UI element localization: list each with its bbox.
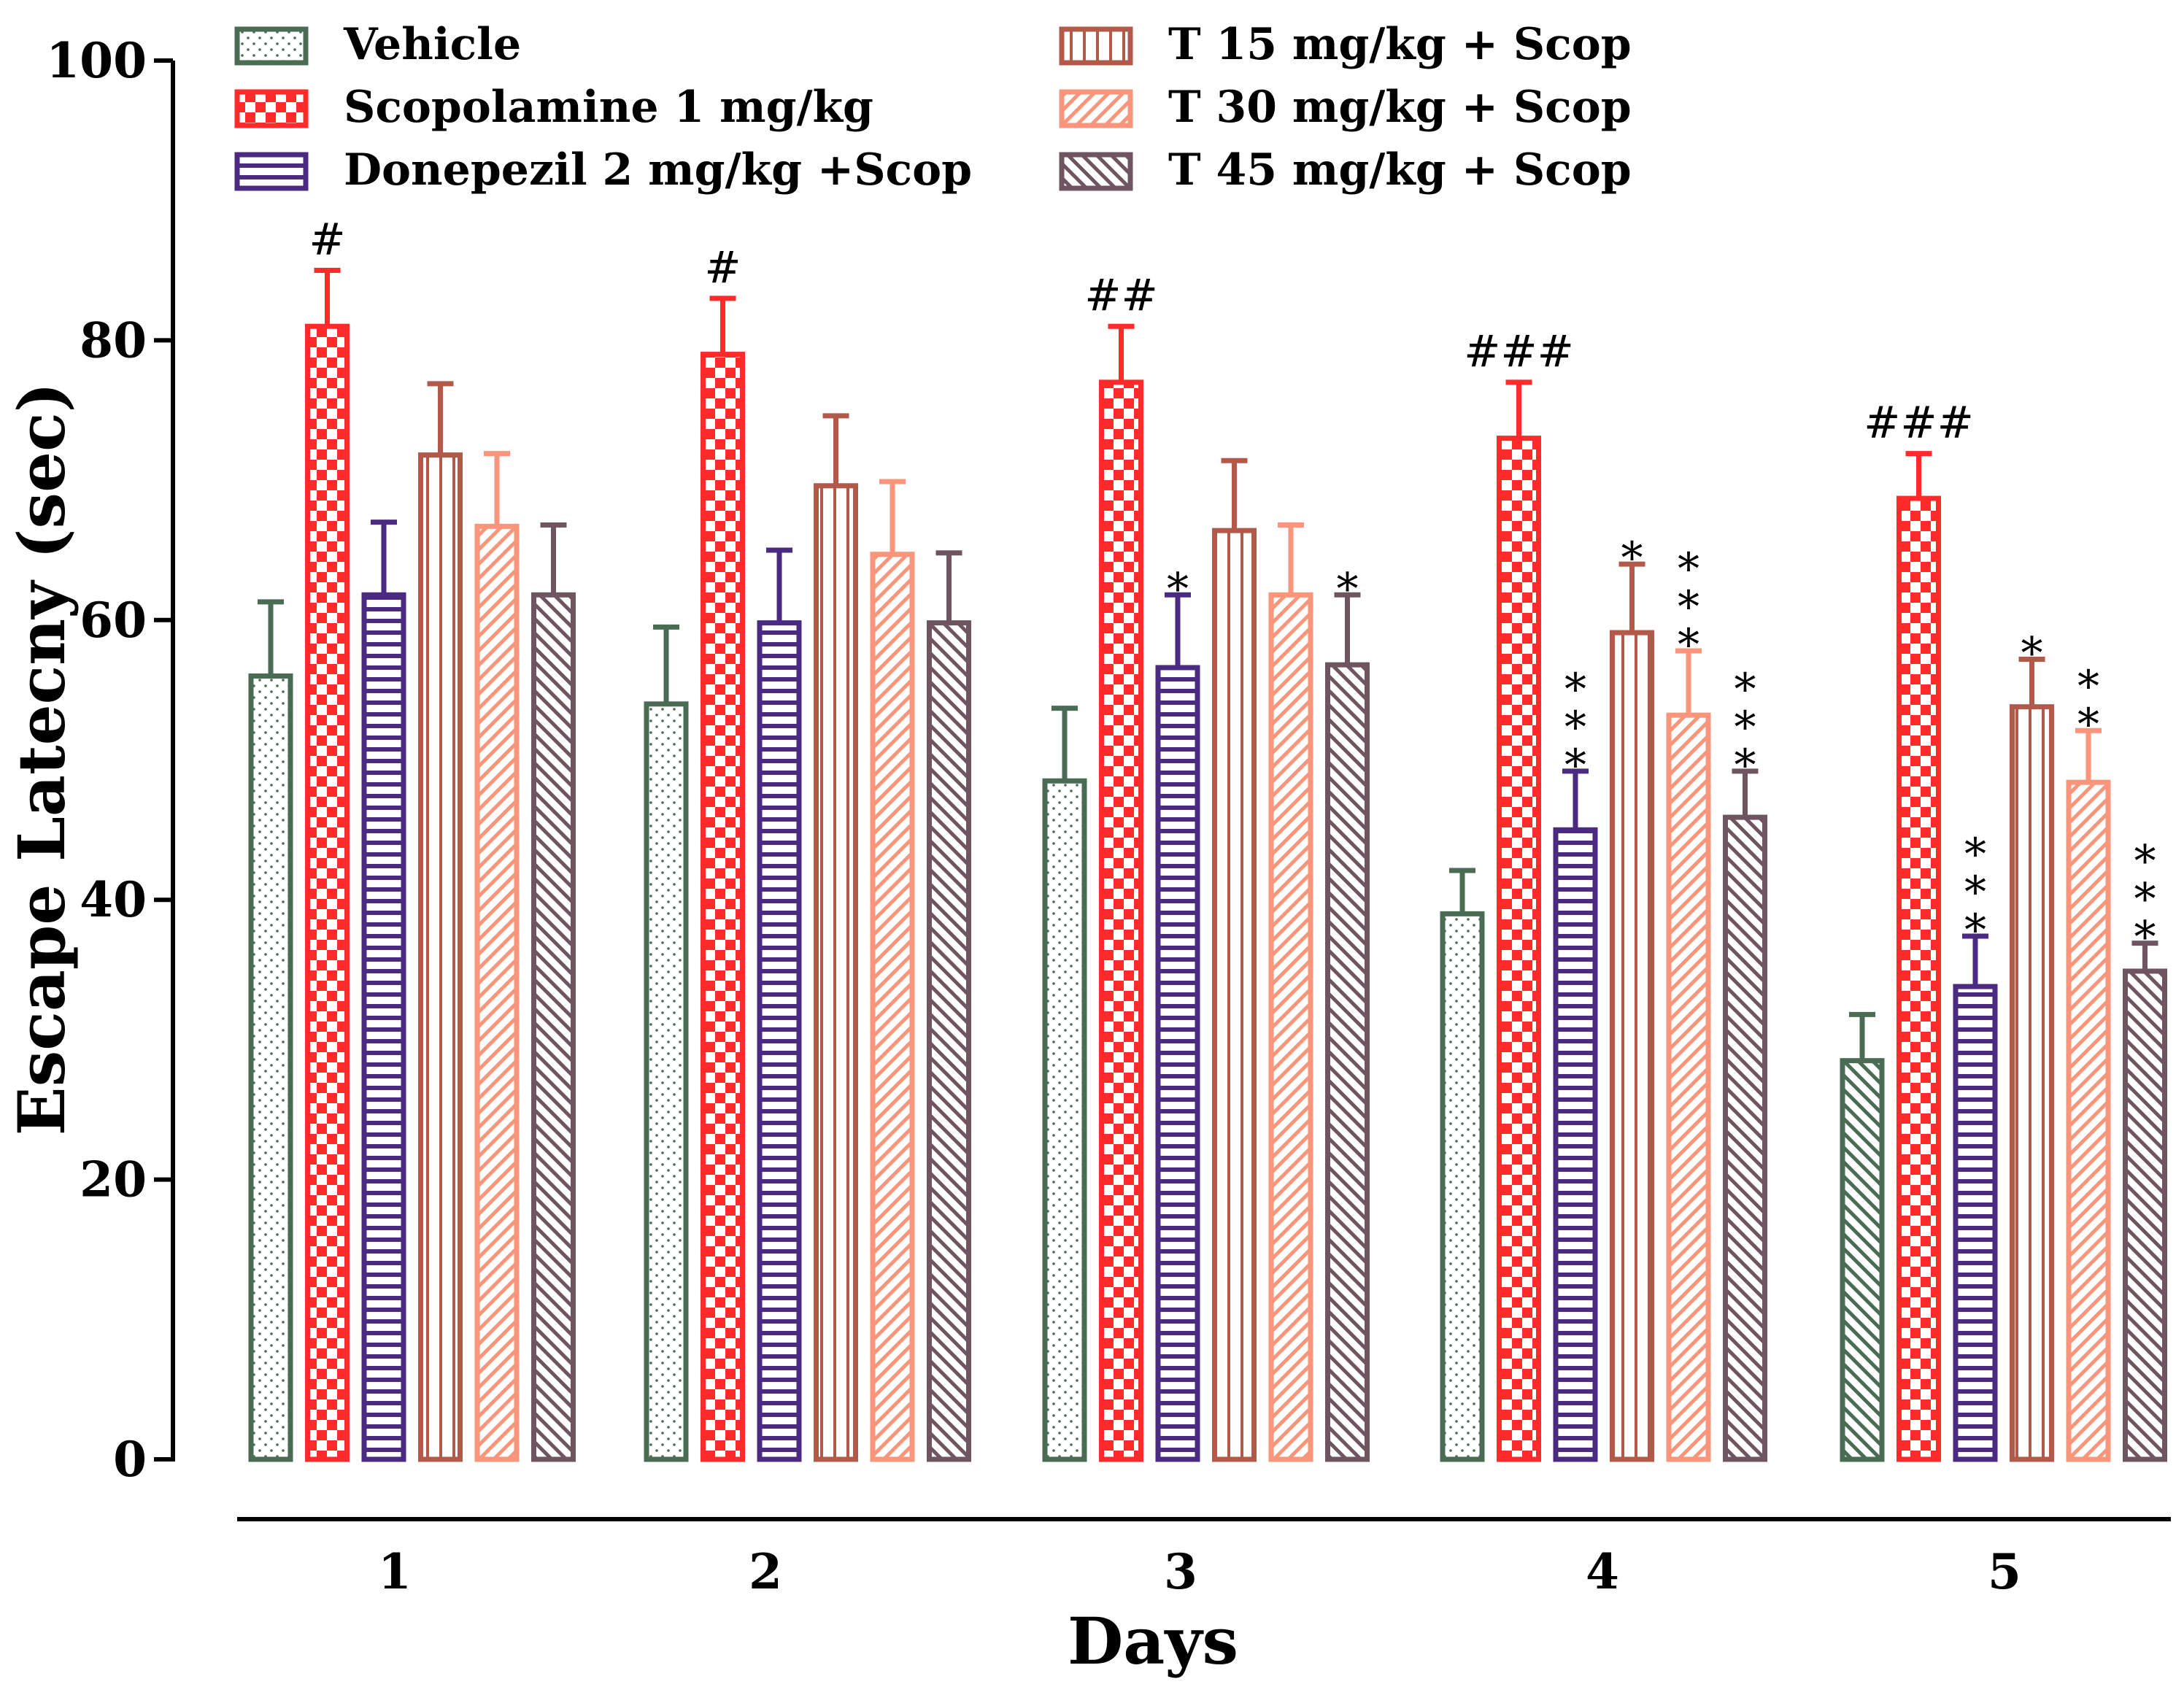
significance-mark: * [2021, 628, 2043, 679]
x-tick-label: 4 [1586, 1543, 1619, 1600]
bar [305, 323, 350, 1462]
bar [1666, 712, 1711, 1462]
bar [1723, 814, 1767, 1462]
x-axis-title: Days [1068, 1603, 1238, 1679]
x-tick-label: 3 [1164, 1543, 1197, 1600]
y-tick-label: 80 [80, 312, 147, 368]
significance-mark: ### [1864, 398, 1974, 449]
x-tick-label: 5 [1988, 1543, 2021, 1600]
significance-mark: * * * [1678, 544, 1699, 671]
bar [644, 701, 689, 1462]
bar [2010, 704, 2054, 1462]
legend-item: Vehicle [234, 19, 521, 70]
bar [361, 592, 406, 1462]
legend-label: T 30 mg/kg + Scop [1168, 82, 1632, 133]
legend-swatch [234, 89, 309, 128]
bar [2066, 779, 2111, 1462]
significance-mark: * [1621, 533, 1643, 584]
bar [1099, 379, 1143, 1462]
legend-swatch [1059, 152, 1133, 191]
y-axis: 0 20 40 60 80 100 [46, 32, 175, 1488]
error-bars [258, 268, 2158, 1061]
legend-label: Donepezil 2 mg/kg +Scop [344, 144, 972, 196]
x-axis: 1 2 3 4 5 [237, 1517, 2171, 1600]
legend-label: T 15 mg/kg + Scop [1168, 19, 1632, 70]
legend-label: Scopolamine 1 mg/kg [344, 82, 873, 133]
significance-annotations: ##########* ** * ** * * ** * ** * *** ** * * [309, 215, 2156, 963]
significance-mark: ### [1464, 326, 1574, 377]
significance-mark: * [1337, 563, 1359, 614]
bar [1497, 436, 1541, 1462]
legend-swatch [1059, 89, 1133, 128]
y-tick-label: 0 [113, 1431, 147, 1488]
bar [1440, 911, 1485, 1462]
significance-mark: # [309, 215, 345, 266]
bar [757, 620, 802, 1462]
x-tick-label: 1 [378, 1543, 412, 1600]
bar [1840, 1058, 1885, 1462]
significance-mark: * * * [1564, 664, 1586, 791]
significance-mark: * * * [2134, 836, 2156, 963]
bar [1953, 984, 1998, 1462]
y-tick-label: 40 [80, 871, 147, 928]
bars [248, 323, 2167, 1462]
legend-item: T 30 mg/kg + Scop [1059, 82, 1632, 133]
significance-mark: # [704, 242, 741, 293]
significance-mark: * * * [1735, 664, 1756, 791]
y-tick-label: 60 [80, 592, 147, 649]
bar [474, 523, 520, 1462]
bar [2123, 968, 2167, 1462]
bar [814, 483, 858, 1462]
significance-mark: * * [2077, 661, 2099, 750]
bar [1896, 495, 1941, 1462]
legend-swatch [234, 26, 309, 66]
y-tick-label: 20 [80, 1151, 147, 1208]
bar [870, 552, 915, 1462]
legend-label: Vehicle [343, 19, 521, 70]
bar [1212, 528, 1257, 1462]
bar [1553, 827, 1598, 1462]
legend: Vehicle Scopolamine 1 mg/kg Donepezil 2 mg… [234, 19, 1632, 196]
legend-label: T 45 mg/kg + Scop [1168, 144, 1632, 196]
legend-item: T 15 mg/kg + Scop [1059, 19, 1632, 70]
bar [927, 620, 971, 1462]
bar [1155, 665, 1200, 1462]
legend-swatch [234, 152, 309, 191]
y-axis-title: Escape Latecny (sec) [4, 382, 80, 1136]
legend-item: Scopolamine 1 mg/kg [234, 82, 873, 133]
y-tick-label: 100 [46, 32, 147, 89]
x-tick-label: 2 [749, 1543, 782, 1600]
legend-item: Donepezil 2 mg/kg +Scop [234, 144, 972, 196]
bar [418, 452, 463, 1462]
significance-mark: * [1167, 563, 1189, 614]
bar [248, 673, 293, 1462]
significance-mark: ## [1084, 270, 1158, 321]
bar [1610, 630, 1654, 1462]
bar [531, 592, 576, 1462]
legend-swatch [1059, 26, 1133, 66]
bar [1268, 592, 1313, 1462]
bar [1325, 662, 1370, 1462]
significance-mark: * * * [1964, 829, 1986, 956]
legend-item: T 45 mg/kg + Scop [1059, 144, 1632, 196]
bar [701, 352, 745, 1462]
bar [1042, 778, 1087, 1462]
